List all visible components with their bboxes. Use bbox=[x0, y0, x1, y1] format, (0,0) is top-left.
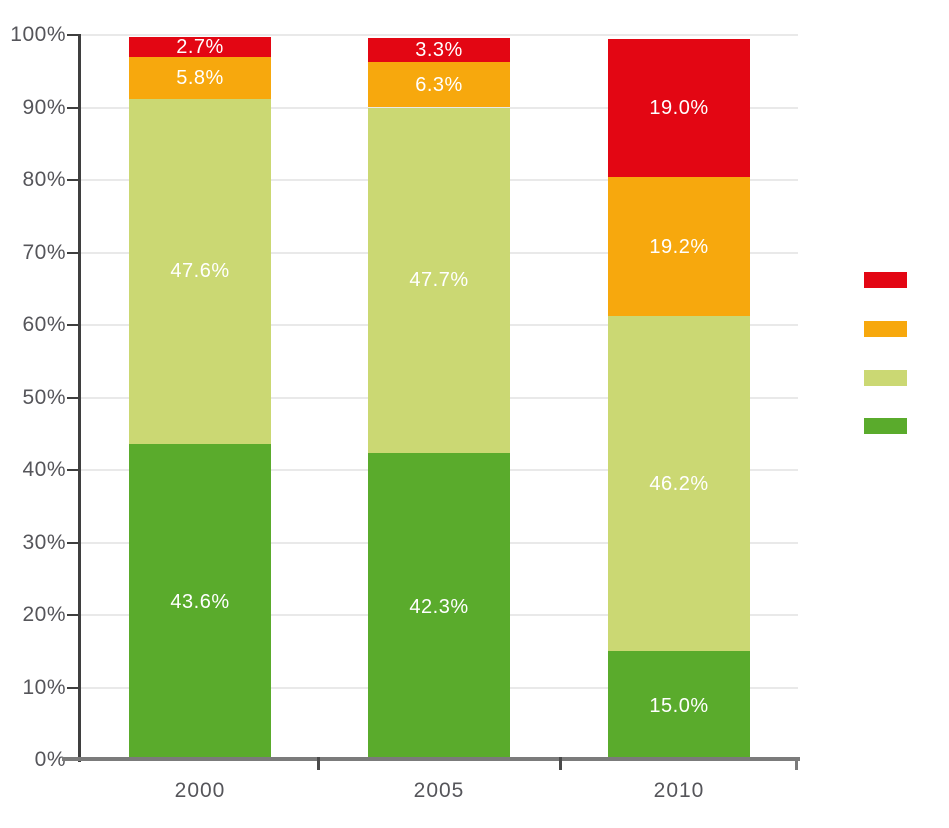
y-axis-tick-label-0: 0% bbox=[34, 748, 66, 771]
bar-2010-segment-green: 15.0% bbox=[608, 651, 750, 760]
x-axis-end-tick bbox=[795, 757, 798, 770]
y-axis-tick-label-90: 90% bbox=[22, 95, 66, 119]
segment-label-orange-2010: 19.2% bbox=[649, 235, 709, 258]
legend-swatch-red bbox=[864, 272, 907, 288]
y-axis-tick-60 bbox=[67, 324, 80, 326]
bar-2000-segment-orange: 5.8% bbox=[129, 56, 271, 99]
legend-swatch-orange bbox=[864, 321, 907, 337]
x-axis-tick-1 bbox=[317, 757, 320, 770]
y-axis-tick-40 bbox=[67, 469, 80, 471]
x-axis-category-label-2010: 2010 bbox=[653, 779, 705, 802]
bar-2000-segment-light-green: 47.6% bbox=[129, 98, 271, 444]
y-axis-tick-label-30: 30% bbox=[22, 530, 66, 554]
segment-label-light-green-2005: 47.7% bbox=[409, 269, 469, 292]
x-axis-tick-2 bbox=[559, 757, 562, 770]
y-axis-tick-90 bbox=[67, 106, 80, 109]
y-axis-tick-label-10: 10% bbox=[22, 675, 66, 699]
bar-2010-segment-orange: 19.2% bbox=[608, 177, 750, 317]
bar-2010-segment-light-green: 46.2% bbox=[608, 316, 750, 652]
segment-label-orange-2005: 6.3% bbox=[415, 73, 463, 96]
segment-label-red-2005: 3.3% bbox=[415, 38, 463, 61]
bar-2010-segment-red: 19.0% bbox=[608, 39, 750, 178]
legend-swatch-light-green bbox=[864, 370, 907, 386]
y-axis-tick-50 bbox=[67, 396, 80, 399]
segment-label-light-green-2010: 46.2% bbox=[649, 472, 709, 495]
bar-2000-segment-green: 43.6% bbox=[129, 443, 271, 760]
bar-2005-segment-light-green: 47.7% bbox=[368, 107, 510, 454]
bar-2000-segment-red: 2.7% bbox=[129, 37, 271, 57]
segment-label-light-green-2000: 47.6% bbox=[170, 260, 230, 283]
y-axis-tick-10 bbox=[67, 686, 80, 689]
segment-label-green-2000: 43.6% bbox=[170, 590, 230, 613]
bar-2005-segment-red: 3.3% bbox=[368, 37, 510, 62]
y-axis-tick-label-100: 100% bbox=[10, 23, 66, 46]
x-axis-line bbox=[62, 757, 800, 761]
y-axis-tick-label-60: 60% bbox=[22, 313, 66, 336]
x-axis-category-label-2000: 2000 bbox=[174, 779, 226, 802]
y-axis-tick-label-70: 70% bbox=[22, 240, 66, 264]
gridline-100 bbox=[81, 34, 798, 36]
y-axis-tick-30 bbox=[67, 541, 80, 544]
legend-swatch-green bbox=[864, 418, 907, 434]
segment-label-red-2000: 2.7% bbox=[176, 35, 224, 58]
segment-label-green-2005: 42.3% bbox=[409, 595, 469, 618]
segment-label-orange-2000: 5.8% bbox=[176, 66, 224, 89]
y-axis-tick-label-40: 40% bbox=[22, 458, 66, 481]
y-axis-tick-label-50: 50% bbox=[22, 385, 66, 409]
y-axis-tick-70 bbox=[67, 251, 80, 254]
segment-label-green-2010: 15.0% bbox=[649, 694, 709, 717]
bar-2005-segment-orange: 6.3% bbox=[368, 61, 510, 108]
y-axis-tick-label-20: 20% bbox=[22, 603, 66, 626]
x-axis-category-label-2005: 2005 bbox=[413, 779, 465, 802]
y-axis-tick-20 bbox=[67, 614, 80, 616]
y-axis-tick-100 bbox=[67, 34, 80, 36]
y-axis-tick-label-80: 80% bbox=[22, 168, 66, 191]
y-axis-tick-80 bbox=[67, 179, 80, 181]
segment-label-red-2010: 19.0% bbox=[649, 97, 709, 120]
bar-2005-segment-green: 42.3% bbox=[368, 453, 510, 760]
